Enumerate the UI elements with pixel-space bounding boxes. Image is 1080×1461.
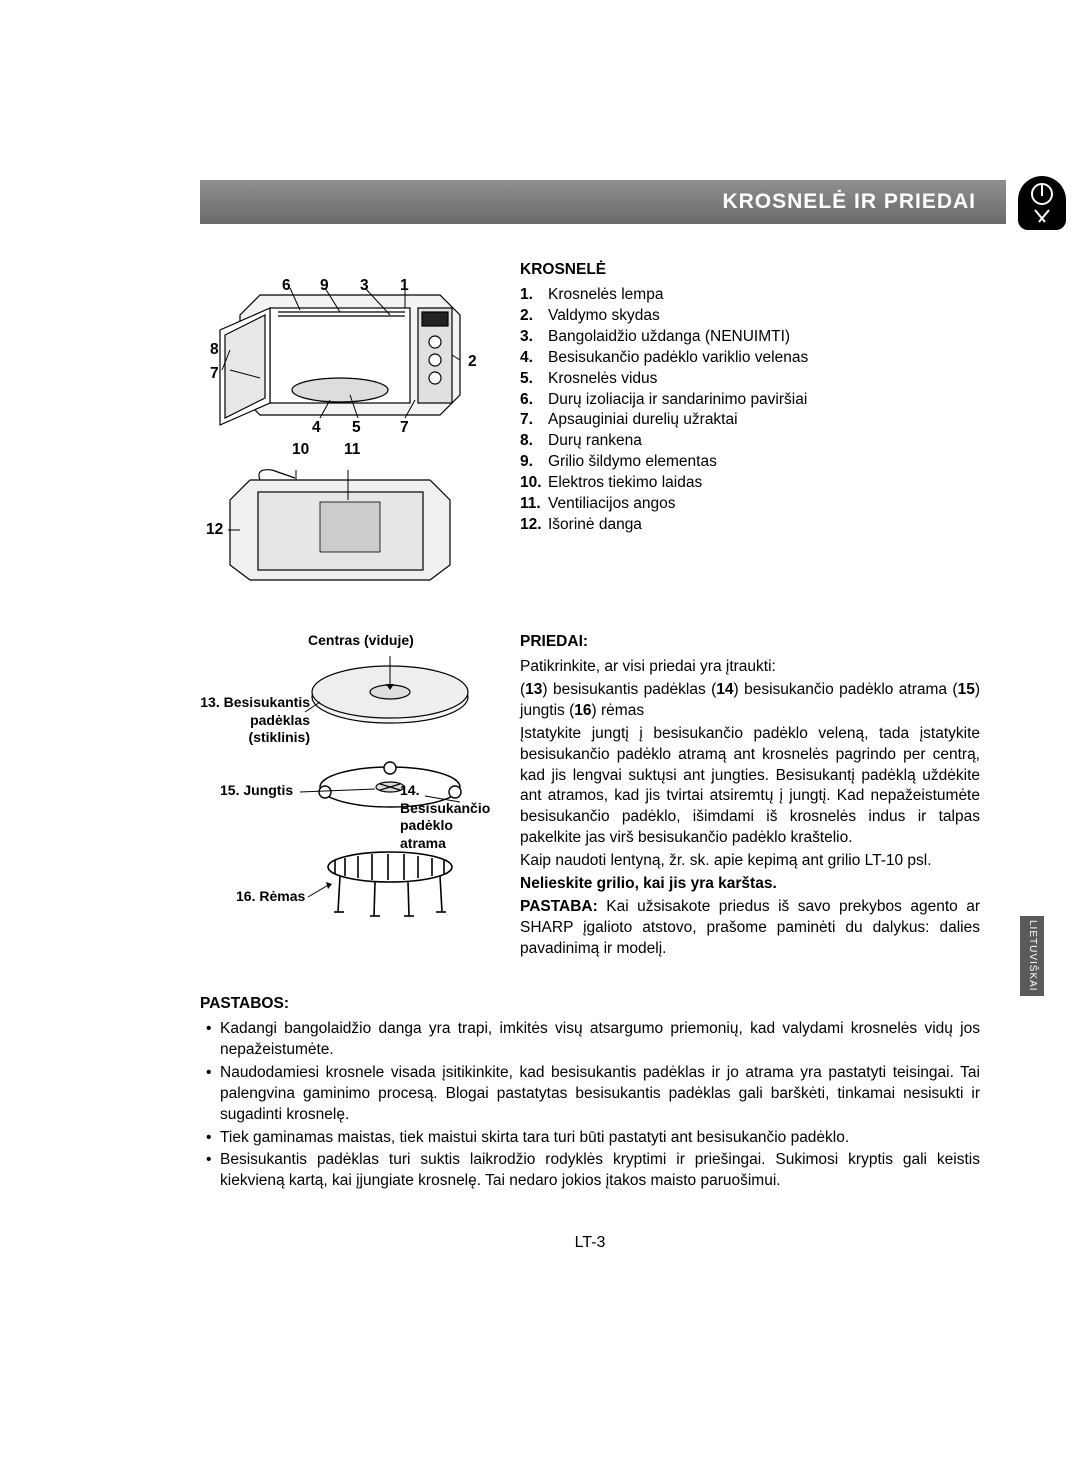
diagram-label-7: 7 xyxy=(210,364,219,385)
note-item: Tiek gaminamas maistas, tiek maistui ski… xyxy=(200,1128,980,1149)
diagram-label-1: 1 xyxy=(400,276,409,297)
diagram-label-8: 8 xyxy=(210,340,219,361)
diagram-label-7b: 7 xyxy=(400,418,409,439)
page-title: KROSNELĖ IR PRIEDAI xyxy=(722,188,976,216)
accessories-note: PASTABA: Kai užsisakote priedus iš savo … xyxy=(520,897,980,960)
notes-title: PASTABOS: xyxy=(200,994,980,1015)
accessories-body: Įstatykite jungtį į besisukančio padėklo… xyxy=(520,724,980,850)
diagram-label-10: 10 xyxy=(292,440,309,461)
acc-label-13: 13. Besisukantis padėklas (stiklinis) xyxy=(200,694,310,747)
language-tab: LIETUVIŠKAI xyxy=(1020,916,1044,996)
diagram-label-4: 4 xyxy=(312,418,321,439)
oven-section-title: KROSNELĖ xyxy=(520,260,980,281)
acc-label-15: 15. Jungtis xyxy=(220,782,293,800)
note-item: Naudodamiesi krosnele visada įsitikinkit… xyxy=(200,1063,980,1126)
diagram-label-12: 12 xyxy=(206,520,223,541)
diagram-label-11: 11 xyxy=(344,440,360,461)
accessories-title: PRIEDAI: xyxy=(520,632,980,653)
acc-label-14: 14. Besisukančio padėklo atrama xyxy=(400,782,500,852)
accessories-warning: Nelieskite grilio, kai jis yra karštas. xyxy=(520,874,980,895)
diagram-label-2: 2 xyxy=(468,352,477,373)
accessories-intro: Patikrinkite, ar visi priedai yra įtrauk… xyxy=(520,657,980,678)
diagram-label-3: 3 xyxy=(360,276,369,297)
oven-parts-list: 1.Krosnelės lempa 2.Valdymo skydas 3.Ban… xyxy=(520,285,980,536)
header-bar: KROSNELĖ IR PRIEDAI xyxy=(200,180,1006,224)
acc-label-centras: Centras (viduje) xyxy=(308,632,414,650)
accessories-ref: Kaip naudoti lentyną, žr. sk. apie kepim… xyxy=(520,851,980,872)
page-number: LT-3 xyxy=(200,1232,980,1254)
brand-icon xyxy=(1018,176,1066,230)
diagram-label-5: 5 xyxy=(352,418,361,439)
note-item: Besisukantis padėklas turi suktis laikro… xyxy=(200,1150,980,1192)
oven-diagram: 6 9 3 1 8 7 2 4 5 7 10 11 xyxy=(200,260,490,580)
acc-label-16: 16. Rėmas xyxy=(236,888,305,906)
diagram-label-6: 6 xyxy=(282,276,291,297)
accessories-list: (13) besisukantis padėklas (14) besisuka… xyxy=(520,680,980,722)
diagram-label-9: 9 xyxy=(320,276,329,297)
accessories-diagram: Centras (viduje) 13. Besisukantis padėkl… xyxy=(200,632,490,972)
note-item: Kadangi bangolaidžio danga yra trapi, im… xyxy=(200,1019,980,1061)
notes-section: PASTABOS: Kadangi bangolaidžio danga yra… xyxy=(200,994,980,1192)
